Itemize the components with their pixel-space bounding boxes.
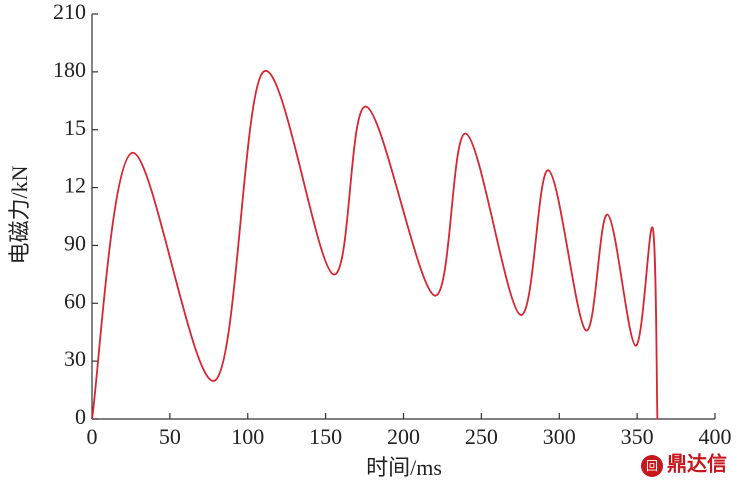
y-tick-label: 180 [53, 57, 86, 82]
x-tick-label: 350 [621, 424, 654, 449]
x-axis-label: 时间/ms [366, 455, 442, 480]
x-tick-label: 300 [543, 424, 576, 449]
y-tick-label: 60 [64, 288, 86, 313]
y-tick-label: 0 [75, 404, 86, 429]
line [91, 70, 659, 420]
x-tick-label: 250 [465, 424, 498, 449]
x-tick-label: 0 [87, 424, 98, 449]
x-tick-label: 50 [159, 424, 181, 449]
watermark-logo: 回 [641, 455, 663, 477]
y-tick-label: 12 [64, 173, 86, 198]
watermark: 鼎达信 [667, 452, 727, 476]
y-axis-label: 电磁力/kN [7, 165, 32, 264]
y-tick-label: 15 [64, 115, 86, 140]
y-tick-label: 210 [53, 0, 86, 24]
x-tick-label: 100 [231, 424, 264, 449]
y-tick-label: 90 [64, 230, 86, 255]
x-tick-label: 400 [699, 424, 732, 449]
y-tick-label: 30 [64, 346, 86, 371]
svg-text:回: 回 [646, 459, 658, 473]
x-tick-label: 200 [387, 424, 420, 449]
x-tick-label: 150 [309, 424, 342, 449]
